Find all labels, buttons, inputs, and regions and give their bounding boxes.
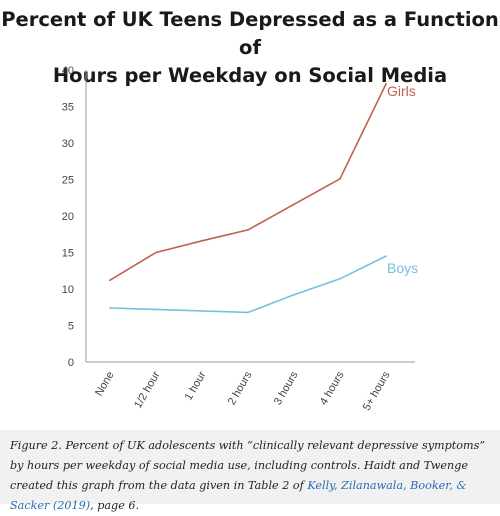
data-point-boys: [385, 255, 387, 258]
data-point-boys: [109, 307, 111, 309]
x-tick-label: 1 hour: [183, 369, 209, 402]
x-tick-label: None: [93, 370, 117, 399]
data-point-girls: [293, 203, 295, 206]
x-tick-label: 1/2 hour: [132, 369, 163, 410]
chart-title-line-2: Hours per Weekday on Social Media: [52, 64, 448, 87]
caption-label: Figure 2.: [10, 439, 62, 452]
data-point-boys: [201, 310, 203, 312]
data-point-girls: [201, 239, 203, 242]
y-tick-label: 15: [62, 248, 74, 260]
x-tick-label: 4 hours: [318, 369, 347, 407]
caption-text-end: , page 6.: [90, 499, 140, 512]
data-point-girls: [155, 251, 157, 254]
x-tick-label: 5+ hours: [361, 369, 393, 413]
y-tick-label: 25: [62, 175, 74, 187]
series-labels: Girls Boys: [387, 83, 418, 276]
x-tick-label: 2 hours: [226, 369, 255, 407]
y-tick-label: 10: [62, 284, 74, 296]
y-tick-label: 20: [62, 211, 74, 223]
line-chart: 0 5 10 15 20 25 30 35 40 None 1/2 hour 1 hour 2 hou…: [62, 65, 418, 413]
caption-text: Percent of UK adolescents with “clinical…: [10, 439, 486, 492]
series-lines: [109, 82, 387, 314]
data-point-girls: [339, 177, 341, 180]
y-tick-label: 0: [68, 357, 74, 369]
data-point-girls: [385, 82, 387, 85]
x-tick-labels: None 1/2 hour 1 hour 2 hours 3 hours 4 hours 5…: [93, 369, 393, 413]
series-label-girls: Girls: [387, 83, 416, 99]
data-point-boys: [155, 308, 157, 311]
series-label-boys: Boys: [387, 260, 418, 276]
x-tick-label: 3 hours: [272, 369, 301, 407]
data-point-boys: [293, 293, 295, 296]
chart-title: Percent of UK Teens Depressed as a Funct…: [0, 6, 500, 90]
data-point-girls: [109, 279, 111, 282]
data-point-boys: [339, 277, 341, 280]
caption-background: [0, 430, 500, 504]
data-point-boys: [247, 311, 249, 314]
data-point-girls: [247, 228, 249, 231]
series-line-girls: [109, 83, 387, 281]
y-tick-label: 30: [62, 138, 74, 150]
y-tick-label: 40: [62, 65, 74, 77]
y-tick-labels: 0 5 10 15 20 25 30 35 40: [62, 65, 74, 369]
figure-caption: Figure 2. Percent of UK adolescents with…: [10, 436, 494, 516]
y-tick-label: 35: [62, 102, 74, 114]
y-tick-label: 5: [68, 321, 74, 333]
series-line-boys: [109, 255, 387, 314]
chart-title-line-1: Percent of UK Teens Depressed as a Funct…: [1, 8, 499, 59]
